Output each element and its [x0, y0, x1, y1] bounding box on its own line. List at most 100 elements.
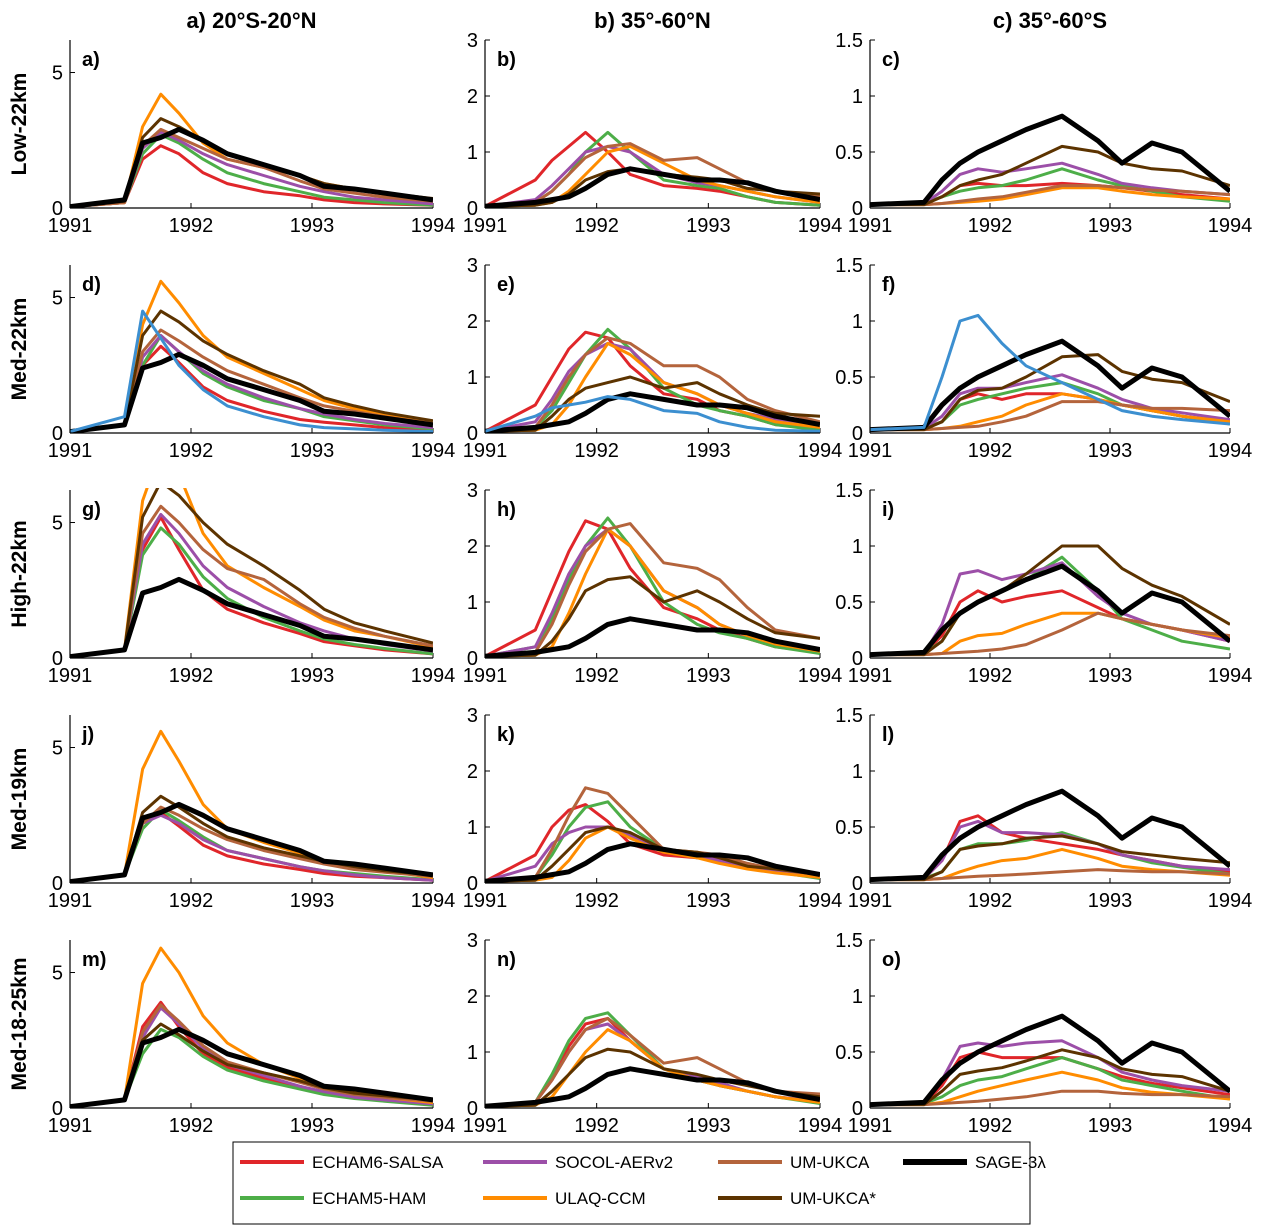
x-tick-label: 1992	[968, 215, 1013, 237]
column-title: c) 35°-60°S	[993, 8, 1107, 33]
x-tick-label: 1991	[848, 890, 893, 912]
x-tick-label: 1994	[798, 440, 843, 462]
series-line	[485, 1022, 820, 1108]
y-tick-label: 0	[467, 648, 478, 670]
x-tick-label: 1993	[290, 665, 335, 687]
y-tick-label: 3	[467, 480, 478, 502]
y-tick-label: 1.5	[835, 30, 863, 52]
series-line	[485, 516, 820, 658]
row-label: High-22km	[8, 520, 31, 627]
y-tick-label: 1.5	[835, 255, 863, 277]
y-tick-label: 0	[467, 423, 478, 445]
panel-label: h)	[497, 499, 516, 521]
series-line	[870, 788, 1230, 883]
y-tick-label: 1	[852, 311, 863, 333]
y-tick-label: 2	[467, 986, 478, 1008]
panel-label: c)	[882, 49, 900, 71]
x-tick-label: 1994	[411, 215, 456, 237]
y-tick-label: 1	[467, 1042, 478, 1064]
series-line	[70, 801, 433, 883]
series-line	[870, 313, 1230, 432]
x-tick-label: 1994	[798, 215, 843, 237]
series-line	[870, 338, 1230, 433]
series-line	[70, 504, 433, 658]
y-tick-label: 3	[467, 705, 478, 727]
x-tick-label: 1992	[169, 890, 214, 912]
plot-area	[70, 729, 433, 883]
row-label: Low-22km	[8, 73, 31, 176]
series-line	[70, 1022, 433, 1108]
series-line	[870, 868, 1230, 882]
panel-label: e)	[497, 274, 515, 296]
panel-label: a)	[82, 49, 100, 71]
x-tick-label: 1994	[1208, 890, 1253, 912]
x-tick-label: 1994	[1208, 665, 1253, 687]
x-tick-label: 1993	[686, 665, 731, 687]
y-tick-label: 0	[852, 648, 863, 670]
y-tick-label: 0	[852, 1098, 863, 1120]
panel-label: l)	[882, 724, 894, 746]
plot-area	[870, 544, 1230, 658]
plot-area	[485, 786, 820, 883]
panel-label: j)	[81, 724, 94, 746]
series-line	[870, 353, 1230, 432]
series-line	[70, 133, 433, 208]
x-tick-label: 1993	[686, 215, 731, 237]
plot-area	[870, 1013, 1230, 1108]
y-tick-label: 0.5	[835, 367, 863, 389]
x-tick-label: 1992	[169, 440, 214, 462]
y-tick-label: 0	[852, 873, 863, 895]
series-line	[485, 1047, 820, 1108]
series-line	[870, 819, 1230, 882]
series-line	[870, 561, 1230, 657]
x-tick-label: 1992	[574, 890, 619, 912]
series-line	[70, 729, 433, 883]
x-tick-label: 1991	[463, 890, 508, 912]
x-tick-label: 1991	[48, 440, 93, 462]
x-tick-label: 1991	[48, 1115, 93, 1137]
y-tick-label: 1	[852, 86, 863, 108]
x-tick-label: 1994	[1208, 215, 1253, 237]
series-line	[485, 1028, 820, 1108]
y-tick-label: 0	[52, 198, 63, 220]
x-tick-label: 1992	[574, 665, 619, 687]
y-tick-label: 0	[52, 1098, 63, 1120]
legend-box	[232, 1141, 1031, 1225]
x-tick-label: 1993	[1088, 665, 1133, 687]
y-tick-label: 3	[467, 930, 478, 952]
x-tick-label: 1991	[463, 1115, 508, 1137]
panel-label: k)	[497, 724, 515, 746]
x-tick-label: 1992	[169, 215, 214, 237]
series-line	[870, 161, 1230, 207]
x-tick-label: 1992	[574, 215, 619, 237]
y-tick-label: 0	[467, 1098, 478, 1120]
x-tick-label: 1993	[1088, 890, 1133, 912]
y-tick-label: 0	[467, 198, 478, 220]
series-line	[485, 575, 820, 658]
panel-label: m)	[82, 949, 106, 971]
series-line	[870, 144, 1230, 207]
column-title: a) 20°S-20°N	[186, 8, 316, 33]
x-tick-label: 1991	[463, 215, 508, 237]
x-tick-label: 1992	[968, 665, 1013, 687]
series-line	[870, 1089, 1230, 1107]
series-line	[870, 113, 1230, 208]
series-line	[485, 527, 820, 658]
series-line	[485, 786, 820, 883]
x-tick-label: 1993	[686, 890, 731, 912]
series-line	[70, 309, 433, 433]
y-tick-label: 1.5	[835, 480, 863, 502]
y-tick-label: 1	[852, 536, 863, 558]
y-tick-label: 1	[852, 986, 863, 1008]
series-line	[870, 544, 1230, 657]
series-line	[485, 375, 820, 433]
x-tick-label: 1994	[1208, 440, 1253, 462]
x-tick-label: 1993	[686, 440, 731, 462]
x-tick-label: 1992	[574, 440, 619, 462]
row-label: Med-22km	[8, 298, 31, 401]
plot-area	[70, 488, 433, 658]
x-tick-label: 1993	[686, 1115, 731, 1137]
series-line	[70, 144, 433, 208]
x-tick-label: 1993	[1088, 440, 1133, 462]
x-tick-label: 1994	[798, 665, 843, 687]
